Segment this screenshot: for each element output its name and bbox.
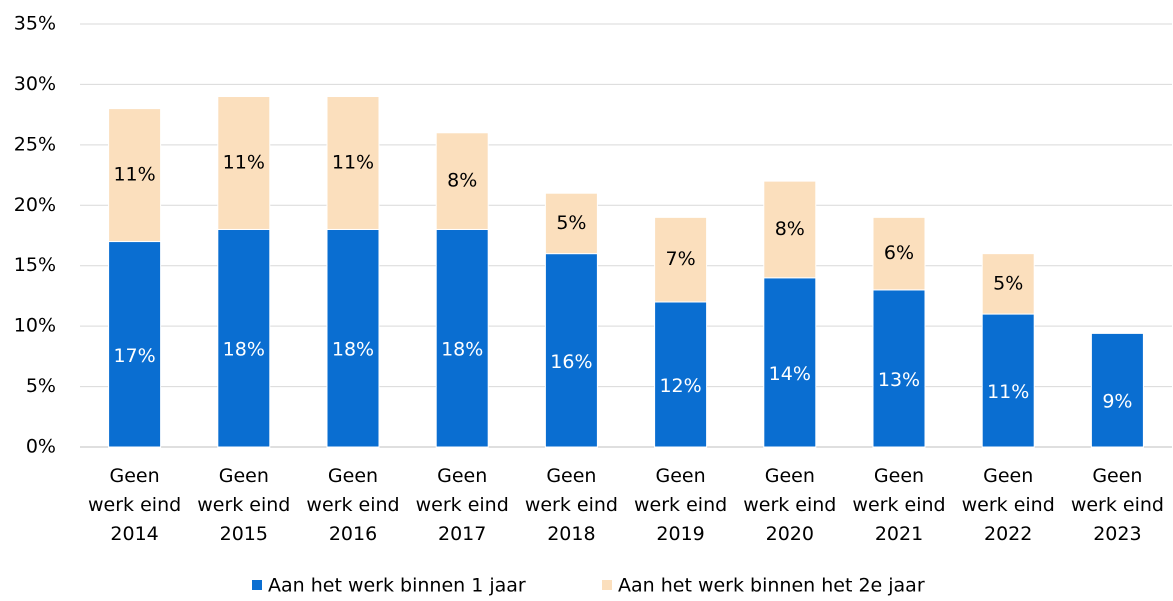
- bar-segment: [217, 96, 271, 230]
- x-tick-label: Geen werk eind 2022: [961, 465, 1055, 545]
- bar-segment: [326, 96, 380, 230]
- bar-segment: [872, 289, 926, 448]
- data-label: 17%: [113, 345, 155, 367]
- y-tick-label: 25%: [14, 133, 56, 155]
- bar-segment: [435, 228, 489, 448]
- data-label: 13%: [878, 369, 920, 391]
- x-tick-label: Geen werk eind 2015: [197, 465, 291, 545]
- x-tick-label: Geen werk eind 2023: [1070, 465, 1164, 545]
- y-tick-label: 20%: [14, 194, 56, 216]
- bar-segment: [435, 132, 489, 230]
- data-label: 8%: [775, 218, 805, 240]
- x-tick-label: Geen werk eind 2016: [306, 465, 400, 545]
- data-label: 16%: [550, 351, 592, 373]
- bar-segment: [108, 241, 162, 448]
- bar-segment: [326, 228, 380, 448]
- data-label: 11%: [987, 381, 1029, 403]
- legend-label: Aan het werk binnen het 2e jaar: [618, 575, 925, 597]
- data-label: 7%: [666, 248, 696, 270]
- y-tick-label: 0%: [26, 436, 56, 458]
- bar-segment: [217, 228, 271, 448]
- bar-segment: [763, 180, 817, 279]
- y-tick-label: 35%: [14, 13, 56, 35]
- x-tick-label: Geen werk eind 2019: [634, 465, 728, 545]
- data-label: 11%: [113, 164, 155, 186]
- data-label: 18%: [332, 339, 374, 361]
- x-tick-label: Geen werk eind 2017: [415, 465, 509, 545]
- data-label: 11%: [223, 151, 265, 173]
- data-label: 5%: [556, 212, 586, 234]
- data-label: 5%: [993, 272, 1023, 294]
- legend-label: Aan het werk binnen 1 jaar: [268, 575, 526, 597]
- legend-swatch: [602, 580, 612, 590]
- y-tick-label: 5%: [26, 375, 56, 397]
- data-label: 9%: [1102, 391, 1132, 413]
- data-label: 18%: [223, 339, 265, 361]
- bar-segment: [654, 216, 708, 303]
- bar-segment: [544, 253, 598, 448]
- x-tick-label: Geen werk eind 2021: [852, 465, 946, 545]
- bar-segment: [108, 108, 162, 243]
- y-tick-label: 10%: [14, 315, 56, 337]
- bar-segment: [981, 253, 1035, 315]
- y-tick-label: 15%: [14, 254, 56, 276]
- legend-swatch: [252, 580, 262, 590]
- bar-segment: [654, 301, 708, 448]
- data-label: 8%: [447, 170, 477, 192]
- x-tick-label: Geen werk eind 2014: [88, 465, 182, 545]
- data-label: 6%: [884, 242, 914, 264]
- bar-segment: [763, 277, 817, 448]
- bar-segment: [544, 192, 598, 255]
- y-tick-label: 30%: [14, 73, 56, 95]
- data-label: 18%: [441, 339, 483, 361]
- x-tick-label: Geen werk eind 2020: [743, 465, 837, 545]
- bar-segment: [872, 216, 926, 291]
- data-label: 11%: [332, 151, 374, 173]
- data-label: 12%: [659, 375, 701, 397]
- bar-segment: [981, 313, 1035, 448]
- x-tick-label: Geen werk eind 2018: [524, 465, 618, 545]
- data-label: 14%: [769, 363, 811, 385]
- bar-segment: [1090, 332, 1144, 448]
